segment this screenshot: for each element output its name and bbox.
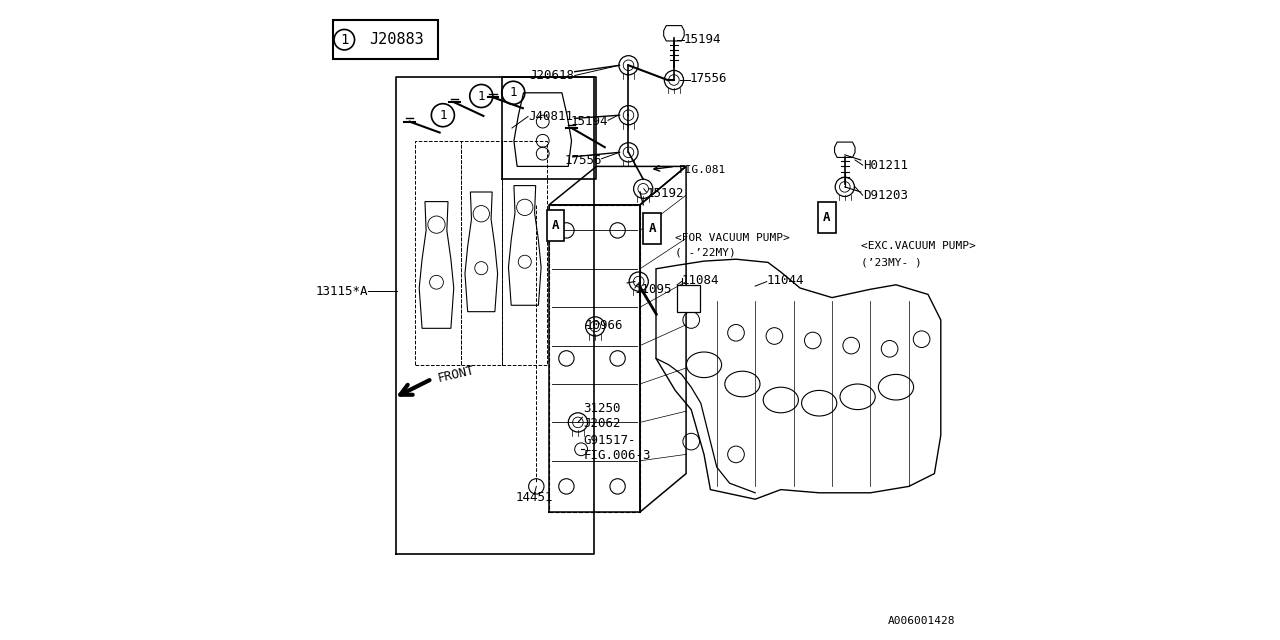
Text: FRONT: FRONT <box>436 364 476 385</box>
Text: 11084: 11084 <box>681 274 719 287</box>
Text: H01211: H01211 <box>863 159 908 172</box>
Text: 31250: 31250 <box>584 402 621 415</box>
Text: FIG.081: FIG.081 <box>678 164 726 175</box>
Text: 15194: 15194 <box>571 115 608 128</box>
Bar <box>644 213 662 244</box>
Text: A: A <box>649 222 655 235</box>
Text: 1: 1 <box>477 90 485 102</box>
Text: 17556: 17556 <box>564 154 602 166</box>
Text: 11095: 11095 <box>635 283 672 296</box>
Bar <box>333 20 438 59</box>
Bar <box>818 202 836 233</box>
Text: 14451: 14451 <box>516 492 553 504</box>
Text: ( -’22MY): ( -’22MY) <box>676 248 736 258</box>
Text: A: A <box>823 211 831 224</box>
Text: 17556: 17556 <box>690 72 727 84</box>
Text: 11044: 11044 <box>767 274 804 287</box>
Bar <box>547 210 564 241</box>
Text: J20618: J20618 <box>530 69 575 82</box>
Text: J2062: J2062 <box>584 417 621 430</box>
Text: A006001428: A006001428 <box>887 616 955 626</box>
Text: <EXC.VACUUM PUMP>: <EXC.VACUUM PUMP> <box>860 241 975 252</box>
Text: G91517-: G91517- <box>584 434 636 447</box>
Text: FIG.006-3: FIG.006-3 <box>584 449 652 462</box>
Text: J20883: J20883 <box>370 32 424 47</box>
Text: 13115*A: 13115*A <box>315 285 369 298</box>
Text: (’23MY- ): (’23MY- ) <box>860 257 922 268</box>
Text: 1: 1 <box>340 33 348 47</box>
Bar <box>677 285 700 312</box>
Text: <FOR VACUUM PUMP>: <FOR VACUUM PUMP> <box>676 233 790 243</box>
Text: 1: 1 <box>439 109 447 122</box>
Text: J40811: J40811 <box>529 110 573 123</box>
Text: 15192: 15192 <box>646 187 684 200</box>
Text: D91203: D91203 <box>863 189 908 202</box>
Text: 15194: 15194 <box>684 33 721 46</box>
Text: 1: 1 <box>509 86 517 99</box>
Text: A: A <box>552 219 559 232</box>
Text: 10966: 10966 <box>585 319 623 332</box>
